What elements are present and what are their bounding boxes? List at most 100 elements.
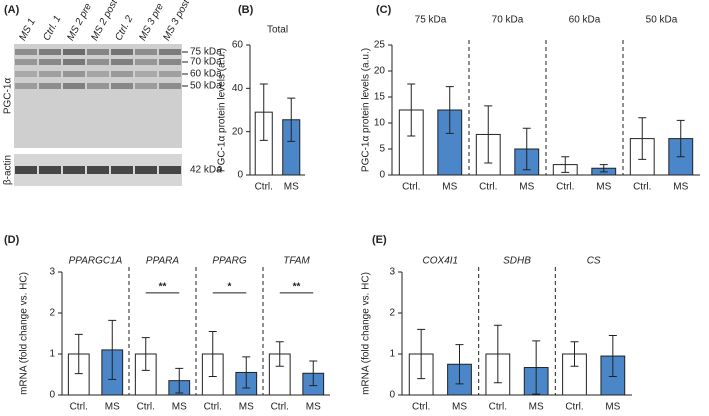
blot-target: PGC-1α [3, 78, 14, 115]
group-title: Total [267, 25, 288, 36]
x-tick-label: MS [519, 182, 534, 193]
blot-band [63, 166, 85, 174]
group-title: TFAM [283, 256, 310, 267]
error-bar [638, 117, 647, 160]
blot-band [135, 166, 157, 174]
error-bar [275, 341, 284, 367]
error-bar [208, 330, 217, 378]
blot-band [63, 49, 85, 55]
blot-band [159, 49, 181, 55]
x-tick-label: Ctrl. [565, 402, 583, 413]
x-tick-label: Ctrl. [489, 402, 507, 413]
blot-band [39, 166, 61, 174]
group-title: 60 kDa [569, 15, 601, 26]
group-title: PPARG [212, 256, 246, 267]
y-tick-label: 25 [374, 40, 386, 51]
blot-band [39, 71, 61, 77]
x-tick-label: Ctrl. [633, 182, 651, 193]
blot-band [15, 166, 37, 174]
error-bar [74, 333, 83, 375]
lane-label: MS 1 [17, 17, 38, 43]
blot-band [63, 71, 85, 77]
y-tick-label: 5 [379, 144, 385, 155]
x-tick-label: Ctrl. [255, 182, 273, 193]
group-title: PPARA [146, 256, 179, 267]
marker-label: 60 kDa [190, 69, 222, 80]
blot-band [135, 49, 157, 55]
significance: ** [159, 282, 167, 293]
y-tick-label: 40 [232, 83, 244, 94]
marker-label: 75 kDa [190, 47, 222, 58]
error-bar [599, 164, 608, 173]
x-tick-label: MS [529, 402, 544, 413]
western-blot: PGC-1α β-actin 42 kDa MS 1 Ctrl. 1 MS 2 pr… [3, 0, 222, 186]
y-axis-label: mRNA (fold change vs. HC) [361, 272, 372, 395]
error-bar [676, 119, 685, 158]
error-bar [175, 367, 184, 394]
y-tick-label: 0 [389, 390, 395, 401]
blot-band [87, 49, 109, 55]
error-bar [532, 340, 541, 395]
panel-label: (C) [376, 4, 392, 16]
blot-band [159, 59, 181, 65]
x-tick-label: MS [306, 402, 321, 413]
error-bar [108, 319, 117, 380]
y-tick-label: 10 [374, 118, 386, 129]
error-bar [561, 156, 570, 173]
panel-label: (D) [4, 234, 20, 246]
blot-band [15, 59, 37, 65]
marker-label: 70 kDa [190, 57, 222, 68]
error-bar [259, 83, 268, 141]
error-bar [608, 335, 617, 378]
blot-band [63, 59, 85, 65]
y-tick-label: 2 [49, 308, 55, 319]
blot-band [39, 49, 61, 55]
error-bar [570, 341, 579, 367]
x-tick-label: Ctrl. [137, 402, 155, 413]
y-tick-label: 15 [374, 92, 386, 103]
x-tick-label: Ctrl. [556, 182, 574, 193]
blot-membrane [14, 44, 182, 148]
error-bar [287, 97, 296, 142]
y-tick-label: 20 [232, 126, 244, 137]
y-tick-label: 20 [374, 66, 386, 77]
y-axis-label: mRNA (fold change vs. HC) [19, 272, 30, 395]
x-tick-label: Ctrl. [70, 402, 88, 413]
group-title: CS [587, 256, 601, 267]
blot-band [87, 71, 109, 77]
blot-band [135, 83, 157, 89]
blot-band [159, 83, 181, 89]
x-tick-label: MS [596, 182, 611, 193]
error-bar [455, 344, 464, 385]
marker-label: 42 kDa [190, 165, 222, 176]
y-tick-label: 1 [389, 349, 395, 360]
group-title: PPARGC1A [69, 256, 123, 267]
lane-label: Ctrl. 2 [113, 14, 135, 43]
blot-band [111, 166, 133, 174]
panel-label: (A) [4, 4, 20, 16]
group-title: 70 kDa [492, 15, 524, 26]
x-tick-label: MS [673, 182, 688, 193]
x-tick-label: Ctrl. [412, 402, 430, 413]
blot-band [111, 49, 133, 55]
group-title: 75 kDa [415, 15, 447, 26]
y-tick-label: 3 [389, 267, 395, 278]
error-bar [309, 360, 318, 387]
y-axis-label: PGC-1α protein levels (a.u.) [217, 48, 228, 172]
y-tick-label: 0 [379, 170, 385, 181]
blot-band [159, 166, 181, 174]
y-tick-label: 2 [389, 308, 395, 319]
blot-band [159, 71, 181, 77]
error-bar [141, 337, 150, 371]
error-bar [407, 83, 416, 137]
lane-label: Ctrl. 1 [41, 14, 63, 43]
blot-loading: β-actin [3, 155, 14, 185]
x-tick-label: Ctrl. [204, 402, 222, 413]
x-tick-label: MS [239, 402, 254, 413]
blot-band [111, 59, 133, 65]
x-tick-label: MS [452, 402, 467, 413]
error-bar [484, 105, 493, 164]
blot-band [63, 83, 85, 89]
x-tick-label: MS [442, 182, 457, 193]
